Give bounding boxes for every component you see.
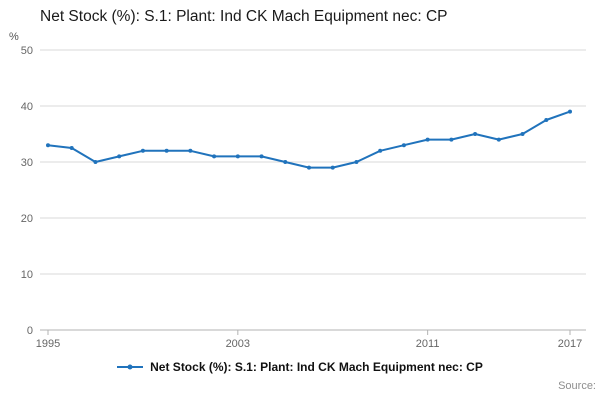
data-point	[473, 132, 478, 136]
x-tick-label: 2017	[558, 338, 582, 350]
x-tick-label: 2011	[416, 338, 440, 350]
data-point	[568, 109, 572, 114]
data-point	[164, 148, 169, 153]
data-point	[330, 165, 335, 170]
y-tick-label: 10	[21, 269, 33, 281]
y-tick-label: 50	[21, 45, 33, 57]
source-label: Source:	[558, 380, 596, 392]
data-point	[544, 118, 549, 122]
x-tick-label: 2003	[226, 338, 250, 350]
data-point	[378, 148, 383, 153]
data-point	[354, 160, 359, 164]
data-point	[520, 132, 525, 136]
legend-label: Net Stock (%): S.1: Plant: Ind CK Mach E…	[150, 360, 483, 374]
data-point	[117, 154, 122, 159]
y-axis-unit-label: %	[9, 31, 19, 43]
data-point	[496, 137, 501, 142]
data-point	[425, 137, 430, 142]
data-point	[307, 165, 311, 170]
data-point	[188, 148, 193, 153]
data-point	[46, 143, 50, 148]
data-point	[283, 160, 288, 164]
y-tick-label: 0	[27, 325, 33, 337]
data-point	[93, 160, 98, 164]
data-point	[401, 143, 406, 148]
data-line	[47, 110, 571, 169]
y-tick-label: 20	[21, 213, 33, 225]
y-tick-label: 30	[21, 157, 33, 169]
legend: Net Stock (%): S.1: Plant: Ind CK Mach E…	[0, 360, 600, 374]
data-point	[69, 146, 74, 150]
data-point	[259, 154, 264, 159]
data-point	[140, 148, 145, 153]
data-point	[449, 137, 454, 142]
x-tick-label: 1995	[36, 338, 60, 350]
y-tick-label: 40	[21, 101, 33, 113]
chart-title: Net Stock (%): S.1: Plant: Ind CK Mach E…	[40, 8, 448, 25]
legend-line-marker	[117, 364, 144, 370]
line-chart: 0 10 20 30 40 50 1995 2003 2011 2017	[21, 45, 586, 350]
data-point	[212, 154, 217, 159]
data-point	[235, 154, 240, 159]
